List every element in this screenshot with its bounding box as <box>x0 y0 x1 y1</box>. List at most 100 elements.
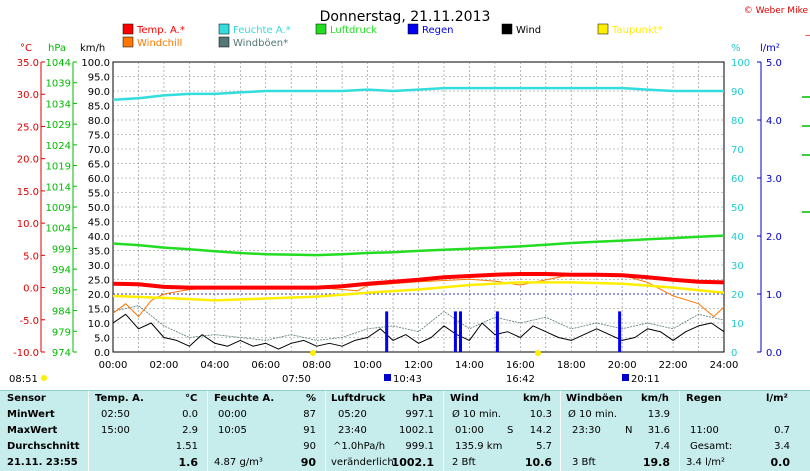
wind-tick-label: 95.0 <box>88 73 110 84</box>
rain-bar <box>385 311 389 352</box>
sensor-header: Sensor <box>7 393 46 404</box>
legend-label-4: Wind <box>516 25 541 36</box>
legend-label-1: Feuchte A.* <box>233 25 291 36</box>
series-line-luftdruck <box>112 234 725 257</box>
pressure-current-value: 1002.1 <box>391 456 434 469</box>
wind-avg10-label: Ø 10 min. <box>452 409 501 420</box>
rain-unit: l/m² <box>766 393 788 404</box>
temp-min-time: 02:50 <box>101 409 130 420</box>
gust-avg10-value: 13.9 <box>647 409 670 420</box>
legend-swatch-1 <box>218 23 230 35</box>
humidity-tick-label: 30 <box>731 261 744 272</box>
avg-row-label: Durchschnitt <box>7 441 80 452</box>
temp-tick-label: 30.0 <box>17 90 39 101</box>
legend-label-2: Luftdruck <box>330 25 377 36</box>
pressure-tick-label: 1034 <box>46 99 71 110</box>
x-tick-label: 02:00 <box>150 360 179 371</box>
gust-current-value: 19.8 <box>642 456 670 469</box>
legend-swatch-3 <box>407 23 419 35</box>
x-tick-label: 20:00 <box>608 360 637 371</box>
wind-tick-label: 25.0 <box>88 276 110 287</box>
current-row-label: 21.11. 23:55 <box>7 457 78 468</box>
x-tick-label: 04:00 <box>200 360 229 371</box>
weather-chart: Donnerstag, 21.11.2013 © Weber Mike Temp. … <box>9 6 810 385</box>
series-line-windben <box>112 305 725 341</box>
sun-marker-icon <box>535 350 541 356</box>
rain-max-value: 0.7 <box>774 425 790 436</box>
humidity-abs: 4.87 g/m³ <box>214 457 263 468</box>
temp-max-value: 2.9 <box>182 425 198 436</box>
humidity-tick-label: 20 <box>731 290 744 301</box>
gust-avg-value: 7.4 <box>654 441 670 452</box>
wind-tick-label: 15.0 <box>88 305 110 316</box>
wind-max-direction: S <box>507 425 514 436</box>
moon-marker-icon <box>622 374 629 381</box>
x-tick-label: 10:00 <box>353 360 382 371</box>
wind-tick-label: 35.0 <box>88 247 110 258</box>
rain-today: 3.4 l/m² <box>686 457 725 468</box>
event-label-left: 08:51 <box>9 374 38 385</box>
max-row-label: MaxWert <box>7 425 58 436</box>
statistics-panel: Sensor MinWert MaxWert Durchschnitt 21.1… <box>0 390 810 471</box>
legend-swatch-5 <box>597 23 609 35</box>
pressure-tick-label: 1044 <box>46 58 71 69</box>
temp-tick-label: 10.0 <box>17 219 39 230</box>
humidity-tick-label: 60 <box>731 174 744 185</box>
rain-tick-label: 2.0 <box>766 232 782 243</box>
temp-tick-label: 5.0 <box>23 251 39 262</box>
gust-unit: km/h <box>641 393 669 404</box>
rain-bar <box>618 311 622 352</box>
humidity-tick-label: 0 <box>731 348 737 359</box>
humidity-current-value: 90 <box>300 456 316 469</box>
min-row-label: MinWert <box>7 409 55 420</box>
wind-current-value: 10.6 <box>524 456 552 469</box>
x-tick-label: 14:00 <box>455 360 484 371</box>
wind-unit: km/h <box>523 393 551 404</box>
rain-tick-label: 0.0 <box>766 348 782 359</box>
pressure-tick-label: 1019 <box>46 162 71 173</box>
temp-axis-unit: °C <box>20 43 32 54</box>
wind-beaufort: 2 Bft <box>452 457 476 468</box>
pressure-max-time: 23:40 <box>338 425 367 436</box>
temp-current-value: 1.6 <box>178 456 199 469</box>
moon-marker-icon <box>384 374 391 381</box>
wind-tick-label: 50.0 <box>88 203 110 214</box>
pressure-min-time: 05:20 <box>338 409 367 420</box>
pressure-tick-label: 1024 <box>46 141 71 152</box>
temp-unit: °C <box>185 393 198 404</box>
legend-swatch-6 <box>122 36 134 48</box>
wind-tick-label: 0.0 <box>94 348 110 359</box>
x-tick-label: 12:00 <box>404 360 433 371</box>
wind-avg-value: 5.7 <box>536 441 552 452</box>
gust-max-direction: N <box>625 425 633 436</box>
temp-tick-label: 15.0 <box>17 187 39 198</box>
legend-swatch-7 <box>218 36 230 48</box>
temp-tick-label: 0.0 <box>23 284 39 295</box>
rain-max-time: 11:00 <box>690 425 719 436</box>
pressure-forecast: veränderlich <box>331 457 394 468</box>
legend-swatch-2 <box>315 23 327 35</box>
temp-tick-label: -10.0 <box>13 348 39 359</box>
pressure-avg-value: 999.1 <box>405 441 434 452</box>
legend-label-0: Temp. A.* <box>136 25 185 36</box>
x-tick-label: 06:00 <box>251 360 280 371</box>
wind-tick-label: 90.0 <box>88 87 110 98</box>
humidity-avg-value: 90 <box>303 441 316 452</box>
pressure-axis-unit: hPa <box>48 43 66 54</box>
pressure-tick-label: 989 <box>52 286 71 297</box>
wind-tick-label: 100.0 <box>81 58 110 69</box>
wind-tick-label: 55.0 <box>88 189 110 200</box>
wind-tick-label: 10.0 <box>88 319 110 330</box>
humidity-min-value: 87 <box>303 409 316 420</box>
rain-header: Regen <box>686 393 722 404</box>
temp-tick-label: 35.0 <box>17 58 39 69</box>
gust-avg10-label: Ø 10 min. <box>568 409 617 420</box>
pressure-tick-label: 984 <box>52 307 71 318</box>
rain-axis-unit: l/m² <box>760 43 780 54</box>
humidity-header: Feuchte A. <box>214 393 275 404</box>
wind-tick-label: 65.0 <box>88 160 110 171</box>
wind-tick-label: 20.0 <box>88 290 110 301</box>
wind-tick-label: 70.0 <box>88 145 110 156</box>
pressure-trend: ^1.0hPa/h <box>333 441 386 452</box>
x-tick-label: 22:00 <box>659 360 688 371</box>
